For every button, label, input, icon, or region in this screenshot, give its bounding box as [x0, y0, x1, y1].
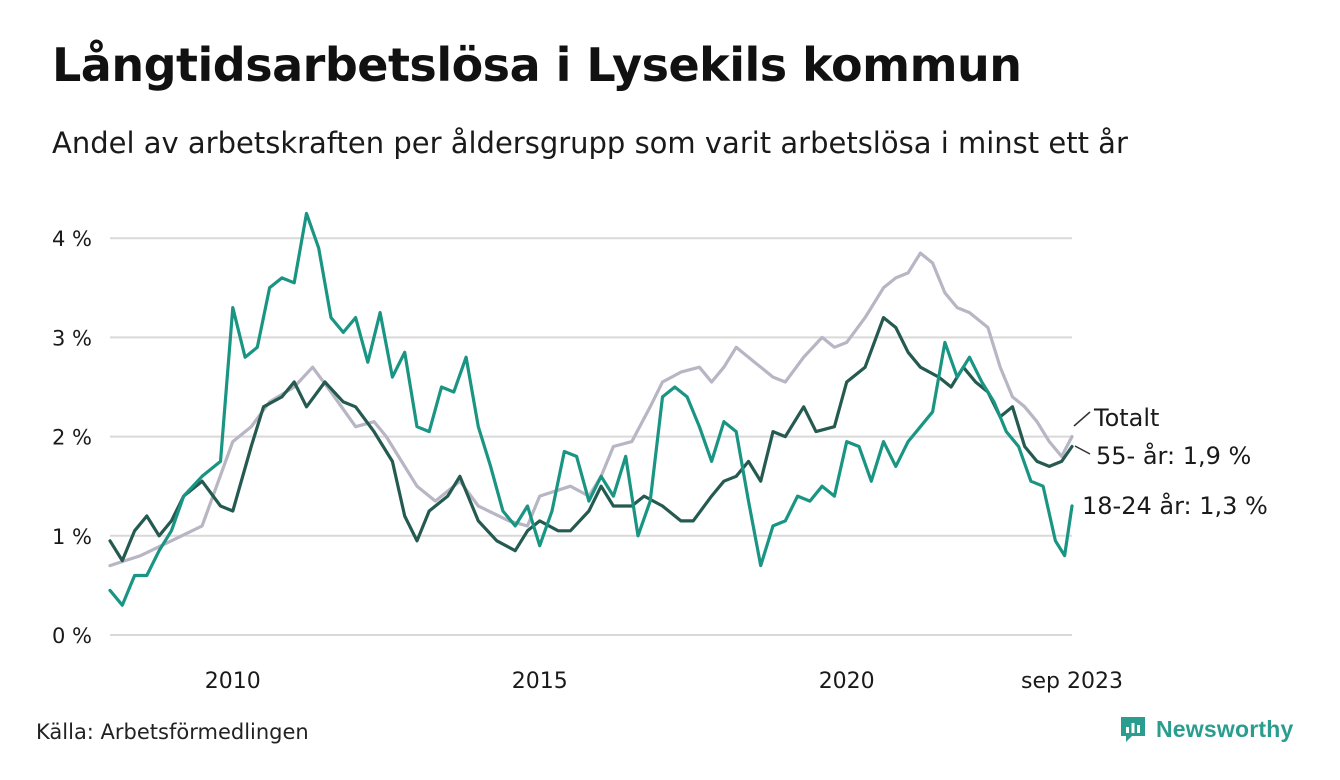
brand-name: Newsworthy: [1156, 715, 1294, 742]
label-leader-line: [1073, 411, 1091, 427]
y-tick-label: 2 %: [52, 426, 92, 450]
y-tick-label: 4 %: [52, 227, 92, 251]
x-tick-label: 2015: [512, 669, 568, 694]
y-axis-ticks: 0 % 1 % 2 % 3 % 4 %: [52, 227, 92, 648]
chart-title: Långtidsarbetslösa i Lysekils kommun: [52, 38, 1022, 92]
x-tick-label: sep 2023: [1021, 669, 1123, 694]
label-leader-line: [1074, 445, 1091, 455]
series-label-age55: 55- år: 1,9 %: [1096, 441, 1251, 470]
series-line-total: [108, 251, 1074, 568]
y-tick-label: 3 %: [52, 326, 92, 350]
series-label-age18_24: 18-24 år: 1,3 %: [1082, 491, 1268, 520]
y-tick-label: 0 %: [52, 624, 92, 648]
y-tick-label: 1 %: [52, 525, 92, 549]
brand-logo[interactable]: Newsworthy: [1118, 714, 1293, 744]
source-note: Källa: Arbetsförmedlingen: [36, 720, 309, 744]
series-label-total: Totalt: [1093, 404, 1159, 432]
series-labels: Totalt 55- år: 1,9 % 18-24 år: 1,3 %: [1073, 404, 1268, 520]
series-line-age18_24: [108, 211, 1074, 607]
x-tick-label: 2010: [205, 669, 261, 694]
x-tick-label: 2020: [819, 669, 875, 694]
chart-subtitle: Andel av arbetskraften per åldersgrupp s…: [52, 126, 1128, 160]
series-line-age55: [108, 316, 1074, 563]
x-axis-ticks: 2010 2015 2020 sep 2023: [205, 669, 1123, 694]
series-lines: [108, 211, 1074, 607]
newsworthy-logo-icon: [1121, 717, 1145, 742]
